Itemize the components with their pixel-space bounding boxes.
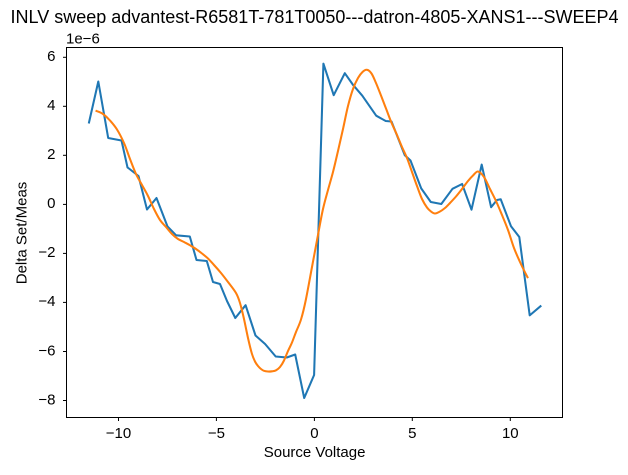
svg-text:Delta Set/Meas: Delta Set/Meas	[14, 182, 31, 285]
svg-text:6: 6	[47, 48, 55, 65]
svg-text:INLV sweep advantest-R6581T-78: INLV sweep advantest-R6581T-781T0050---d…	[11, 7, 619, 27]
svg-text:0: 0	[47, 195, 55, 212]
svg-text:−2: −2	[38, 244, 55, 261]
svg-text:−8: −8	[38, 391, 55, 408]
svg-text:−4: −4	[38, 293, 55, 310]
svg-text:−10: −10	[106, 425, 131, 442]
svg-text:Source Voltage: Source Voltage	[264, 444, 366, 461]
svg-text:−5: −5	[208, 425, 225, 442]
svg-text:0: 0	[310, 425, 318, 442]
svg-text:2: 2	[47, 146, 55, 163]
svg-text:10: 10	[502, 425, 519, 442]
svg-text:1e−6: 1e−6	[66, 30, 100, 47]
svg-text:−6: −6	[38, 342, 55, 359]
svg-text:5: 5	[408, 425, 416, 442]
svg-text:4: 4	[47, 97, 55, 114]
